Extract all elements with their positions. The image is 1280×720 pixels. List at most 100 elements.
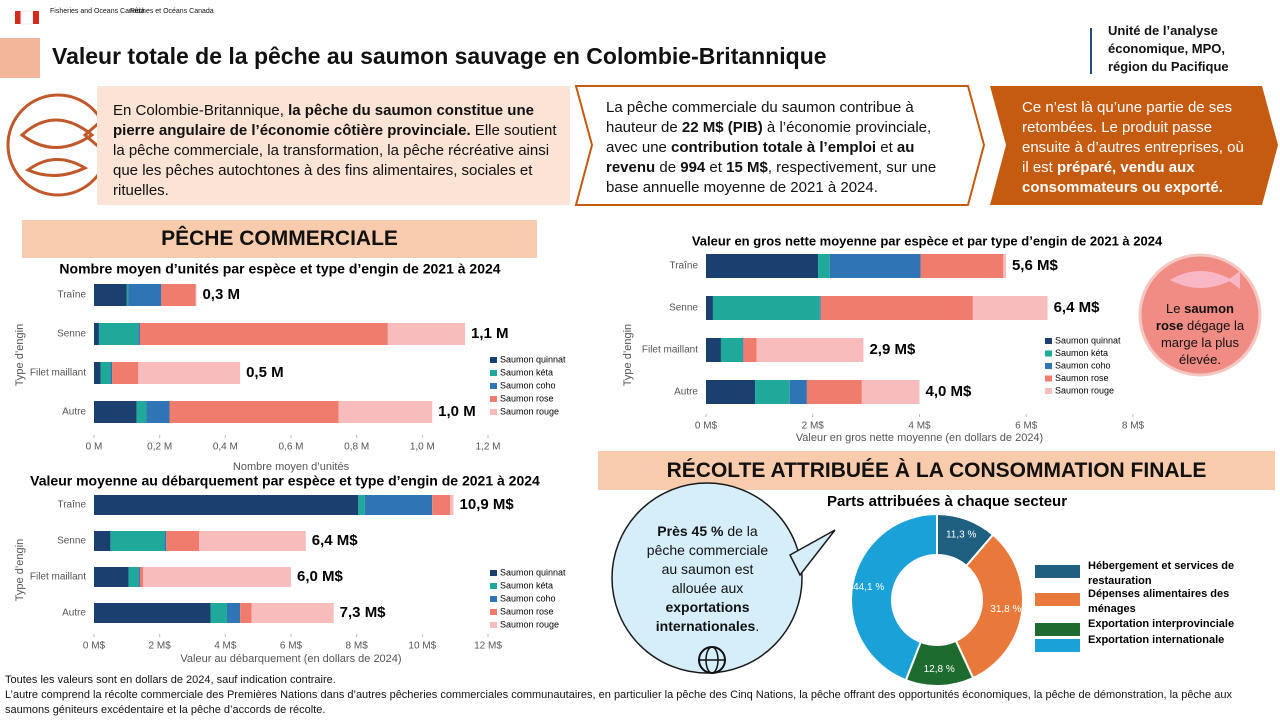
legend-swatch xyxy=(490,596,497,602)
legend-label: Saumon rouge xyxy=(1055,385,1114,395)
bar-segment xyxy=(143,567,291,587)
intro-text: En Colombie-Britannique, la pêche du sau… xyxy=(113,101,563,201)
bar-segment xyxy=(806,380,862,404)
text: 22 M$ (PIB) xyxy=(681,119,763,136)
x-axis-title: Valeur au débarquement (en dollars de 20… xyxy=(180,653,401,665)
legend-swatch xyxy=(1045,375,1052,382)
flag xyxy=(15,11,21,24)
globe-icon xyxy=(705,646,719,674)
dept-fr: Pêches et Océans Canada xyxy=(130,8,214,15)
legend-swatch xyxy=(490,409,497,415)
bar-segment xyxy=(199,531,306,551)
legend-label: Exportation internationale xyxy=(1088,634,1224,646)
text: Ce n’est là qu’une partie de ses retombé… xyxy=(1022,99,1244,176)
fish-icon xyxy=(6,93,110,197)
legend-label: Hébergement et services de restauration xyxy=(1088,560,1234,587)
total-label: 1,1 M xyxy=(471,325,509,342)
data-label: 44,1 % xyxy=(853,582,884,593)
data-label: 12,8 % xyxy=(924,664,955,675)
x-tick-label: 0,8 M xyxy=(344,442,369,453)
text: de la pêche commerciale au saumon est al… xyxy=(646,523,769,596)
page-title: Valeur totale de la pêche au saumon sauv… xyxy=(52,43,827,69)
bar-segment xyxy=(128,567,139,587)
legend-swatch xyxy=(1035,639,1080,652)
y-tick-label: Filet maillant xyxy=(30,572,86,583)
total-label: 4,0 M$ xyxy=(926,383,973,400)
total-label: 7,3 M$ xyxy=(340,604,387,621)
bar-segment xyxy=(98,323,139,345)
bar-segment xyxy=(94,284,127,306)
legend-label: Saumon quinnat xyxy=(1055,335,1121,345)
x-tick-label: 8 M$ xyxy=(346,641,369,652)
fish-icon xyxy=(1170,271,1240,289)
total-label: 10,9 M$ xyxy=(460,496,515,513)
bar-segment xyxy=(1003,254,1006,278)
bar-segment xyxy=(819,296,821,320)
data-label: 11,3 % xyxy=(946,529,976,540)
x-tick-label: 12 M$ xyxy=(474,641,502,652)
x-tick-label: 2 M$ xyxy=(802,421,825,432)
flag xyxy=(20,10,34,25)
y-tick-label: Autre xyxy=(62,407,86,418)
x-tick-label: 0 M xyxy=(86,442,103,453)
y-tick-label: Senne xyxy=(57,536,86,547)
unit-name: Unité de l’analyse économique, MPO, régi… xyxy=(1108,23,1229,74)
y-tick-label: Senne xyxy=(57,329,86,340)
section-title: PÊCHE COMMERCIALE xyxy=(161,227,398,250)
bar-segment xyxy=(829,254,921,278)
legend-swatch xyxy=(490,383,497,389)
flag xyxy=(33,11,39,24)
legend-swatch xyxy=(1035,565,1080,578)
y-tick-label: Traîne xyxy=(57,500,86,511)
x-tick-label: 2 M$ xyxy=(149,641,172,652)
text: , respectivement, sur une base annuelle … xyxy=(606,159,937,196)
bar-segment xyxy=(110,362,113,384)
x-tick-label: 0 M$ xyxy=(695,421,718,432)
legend-swatch xyxy=(490,357,497,363)
bar-segment xyxy=(720,338,743,362)
x-tick-label: 10 M$ xyxy=(408,641,436,652)
y-tick-label: Filet maillant xyxy=(30,368,86,379)
legend-label: Dépenses alimentaires des ménages xyxy=(1088,588,1229,615)
intro-box xyxy=(97,86,570,205)
bar-segment xyxy=(161,284,196,306)
chart-title: Parts attribuées à chaque secteur xyxy=(827,493,1067,510)
legend-swatch xyxy=(490,622,497,628)
legend-swatch xyxy=(1045,388,1052,394)
legend-swatch xyxy=(490,570,497,576)
legend-label: Saumon kéta xyxy=(500,367,553,377)
y-tick-label: Senne xyxy=(669,303,698,314)
bar-segment xyxy=(450,495,454,515)
bar-segment xyxy=(166,531,200,551)
bar-segment xyxy=(226,603,241,623)
bar-segment xyxy=(789,380,807,404)
bar-segment xyxy=(138,323,140,345)
text: Le xyxy=(1166,301,1185,316)
dept-en: Fisheries and Oceans Canada xyxy=(50,8,145,15)
bar-segment xyxy=(94,531,111,551)
bar-segment xyxy=(338,401,433,423)
bar-segment xyxy=(364,495,433,515)
bar-segment xyxy=(920,254,1004,278)
total-label: 6,4 M$ xyxy=(312,532,359,549)
total-label: 0,5 M xyxy=(246,364,284,381)
text: de xyxy=(655,159,681,176)
donut-slice xyxy=(850,512,938,682)
x-tick-label: 1,0 M xyxy=(410,442,435,453)
section-band xyxy=(22,220,537,258)
legend-label: Saumon coho xyxy=(1055,360,1111,370)
legend-label: Saumon coho xyxy=(500,380,556,390)
x-tick-label: 1,2 M xyxy=(475,442,500,453)
bar-segment xyxy=(136,401,147,423)
donut-slice xyxy=(954,533,1024,680)
title-accent xyxy=(0,38,40,78)
text: Elle soutient la pêche commerciale, la t… xyxy=(113,122,557,199)
bar-segment xyxy=(128,284,162,306)
x-tick-label: 0,6 M xyxy=(278,442,303,453)
legend-label: Exportation interprovinciale xyxy=(1088,618,1234,630)
x-tick-label: 8 M$ xyxy=(1122,421,1145,432)
callout-circle xyxy=(1138,253,1262,377)
